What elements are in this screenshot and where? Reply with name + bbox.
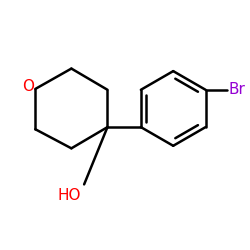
Text: O: O — [22, 79, 34, 94]
Text: Br: Br — [229, 82, 246, 97]
Text: HO: HO — [57, 188, 81, 203]
